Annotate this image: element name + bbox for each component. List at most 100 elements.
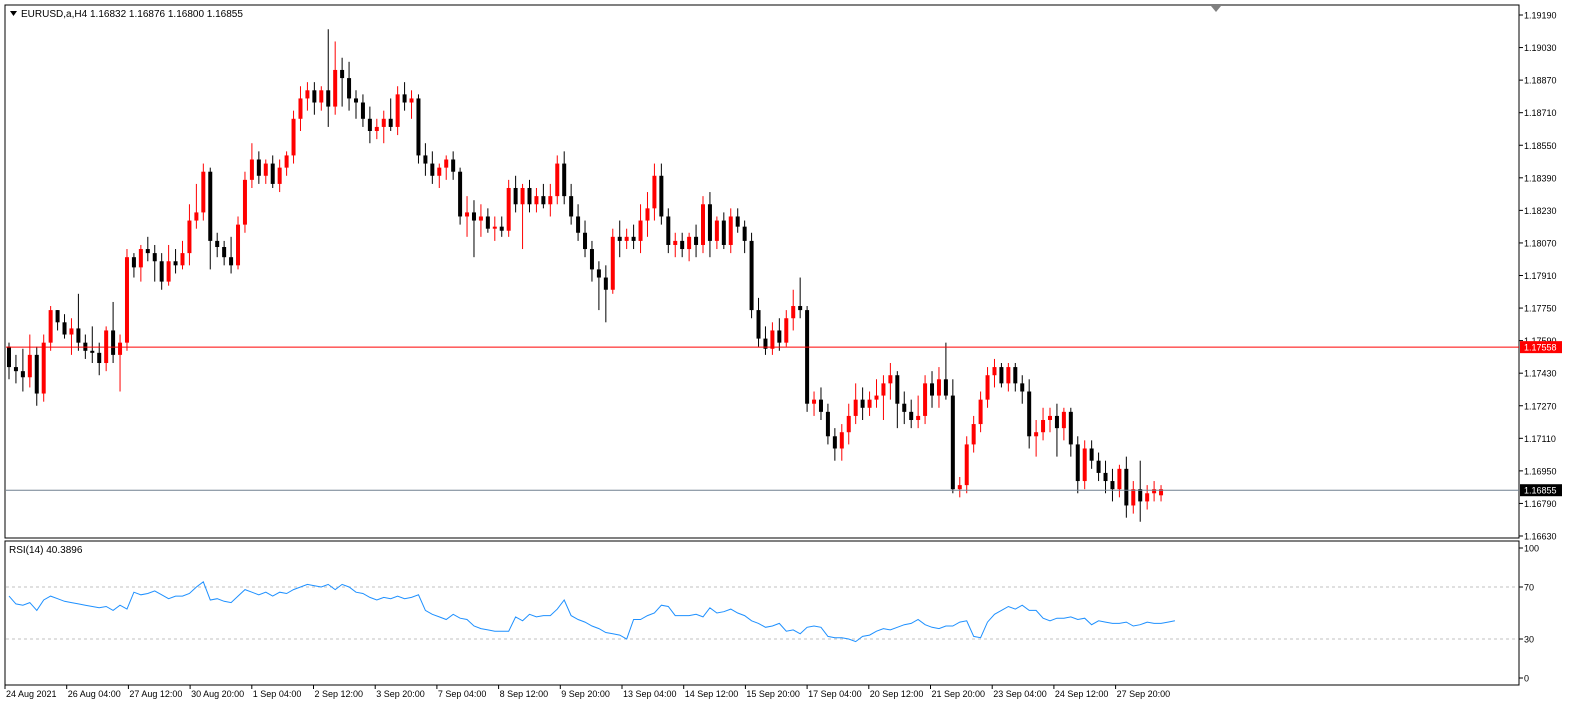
candle [13,354,18,384]
candle [138,244,143,282]
candle [90,326,95,364]
candle [694,224,699,258]
time-tick-label: 14 Sep 12:00 [685,689,739,699]
candle-body [846,415,851,433]
candle-body [985,375,990,400]
candle [1061,407,1066,441]
candle-body [1159,489,1164,496]
candle-body [881,383,886,396]
candle [451,151,456,180]
candle [902,391,907,425]
candle [916,395,921,429]
candle-body [69,328,74,335]
candle [312,82,317,115]
candle-body [354,98,358,103]
candle-body [166,261,171,282]
candle [485,208,490,233]
candle [277,159,282,193]
candle-body [909,411,914,420]
horizontal-lines: 1.17558 1.16855 [6,341,1562,497]
rsi-tick-label: 0 [1524,674,1529,684]
candle-body [305,90,310,99]
candle-body [416,98,421,156]
candle [534,187,539,213]
candle-body [13,367,18,372]
candle [1131,481,1136,514]
candle-body [1131,489,1136,506]
candle [812,391,817,416]
candle-body [1068,411,1073,445]
candle [131,253,136,278]
candle-body [118,342,123,355]
candle-body [916,415,921,420]
candle [48,306,53,351]
time-axis: 24 Aug 2021 26 Aug 04:00 27 Aug 12:00 30 Au… [4,685,1170,699]
candle-body [333,69,338,107]
price-tick-label: 1.19030 [1524,43,1557,53]
chart-shift-marker-icon[interactable] [1211,6,1221,12]
candle-body [76,328,81,343]
candle-body [867,399,872,408]
candle-body [395,94,400,127]
time-tick-label: 27 Aug 12:00 [129,689,182,699]
candle [860,387,865,420]
candle-body [638,220,643,241]
candle [680,232,685,258]
candle-body [326,90,331,107]
candle [666,208,671,254]
candle [846,403,851,445]
rsi-pane[interactable] [4,540,1520,686]
candle-body [444,159,449,168]
candle [347,61,352,111]
candle [478,204,483,237]
candle-body [1089,448,1094,461]
candle [298,86,303,132]
candle [270,155,275,188]
candle [957,476,962,498]
candle-body [90,350,95,353]
candle [999,363,1004,388]
candle-body [548,196,553,205]
candle [1068,407,1073,457]
candle [527,179,532,213]
time-tick-label: 1 Sep 04:00 [253,689,302,699]
candle [305,82,310,111]
candle-body [194,212,199,221]
price-pane[interactable] [4,4,1520,539]
candle-body [138,249,143,268]
candle-body [242,179,247,225]
candle [818,387,823,420]
candle-body [895,375,900,404]
bid-price-tag [1520,484,1562,497]
symbol-dropdown-icon[interactable] [10,11,17,16]
candle-body [777,330,782,343]
price-tick-label: 1.18710 [1524,108,1557,118]
candle [1110,468,1115,502]
candle-body [201,171,206,213]
candle-body [930,383,935,396]
candle [992,358,997,388]
candle [395,86,400,136]
candle-body [229,257,234,266]
candle [895,371,900,429]
price-tick-label: 1.17590 [1524,336,1557,346]
candle-body [367,118,372,132]
candle-body [763,338,768,349]
candle-body [950,395,955,490]
candle [471,200,476,258]
candle [742,220,747,254]
candle [631,224,636,250]
candle [610,228,615,294]
candle-body [589,249,594,270]
candle-body [381,118,386,127]
time-tick-label: 21 Sep 20:00 [932,689,986,699]
price-tick-label: 1.18390 [1524,173,1557,183]
candle-body [513,187,518,205]
candle [777,318,782,351]
candle-body [610,236,615,290]
candle-body [923,383,928,416]
candle [145,236,150,262]
candle-body [596,269,601,278]
